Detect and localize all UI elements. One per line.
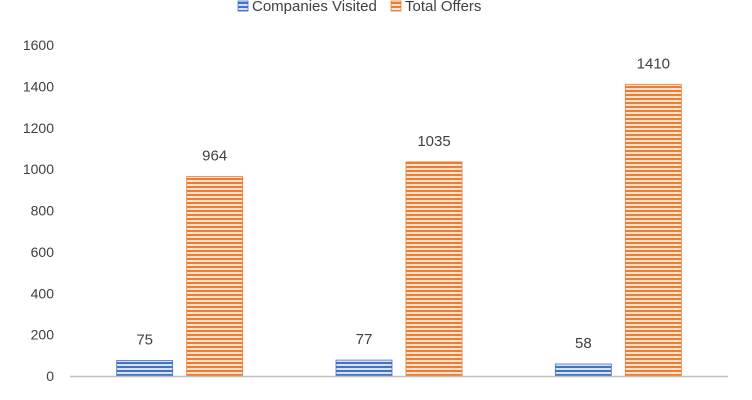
bars: 75 964 77 1035 58 1410 [116, 55, 682, 377]
data-label: 964 [202, 148, 227, 165]
data-label: 1035 [417, 133, 450, 150]
legend-label: Companies Visited [252, 0, 377, 15]
data-label: 75 [136, 331, 153, 348]
x-axis: 2017-18 2018-19 2019-20 [70, 375, 728, 400]
y-tick-label: 1400 [23, 78, 54, 94]
bar-total-offers [186, 176, 244, 377]
y-tick-label: 800 [31, 203, 55, 219]
bar-companies-visited [335, 359, 393, 377]
data-label: 58 [575, 335, 592, 352]
legend-label: Total Offers [405, 0, 481, 15]
y-tick-label: 0 [46, 368, 54, 384]
y-tick-label: 1600 [23, 37, 54, 53]
bar-companies-visited [116, 360, 174, 377]
chart-legend: Companies Visited Total Offers [237, 0, 481, 15]
data-label: 1410 [637, 55, 670, 72]
y-tick-label: 400 [31, 285, 55, 301]
y-tick-label: 200 [31, 327, 55, 343]
y-tick-label: 1200 [23, 120, 54, 136]
y-tick-label: 600 [31, 244, 55, 260]
bar-companies-visited [554, 363, 612, 377]
data-label: 77 [356, 331, 373, 348]
x-tick-label: 2018-19 [373, 397, 425, 400]
x-tick-label: 2019-20 [593, 397, 645, 400]
bar-total-offers [624, 83, 682, 377]
x-tick-label: 2017-18 [154, 397, 206, 400]
y-axis: 0 200 400 600 800 1000 1200 1400 1600 [23, 37, 54, 384]
y-tick-label: 1000 [23, 161, 54, 177]
bar-total-offers [405, 161, 463, 377]
legend-swatch [390, 0, 402, 12]
legend-swatch [237, 0, 249, 12]
